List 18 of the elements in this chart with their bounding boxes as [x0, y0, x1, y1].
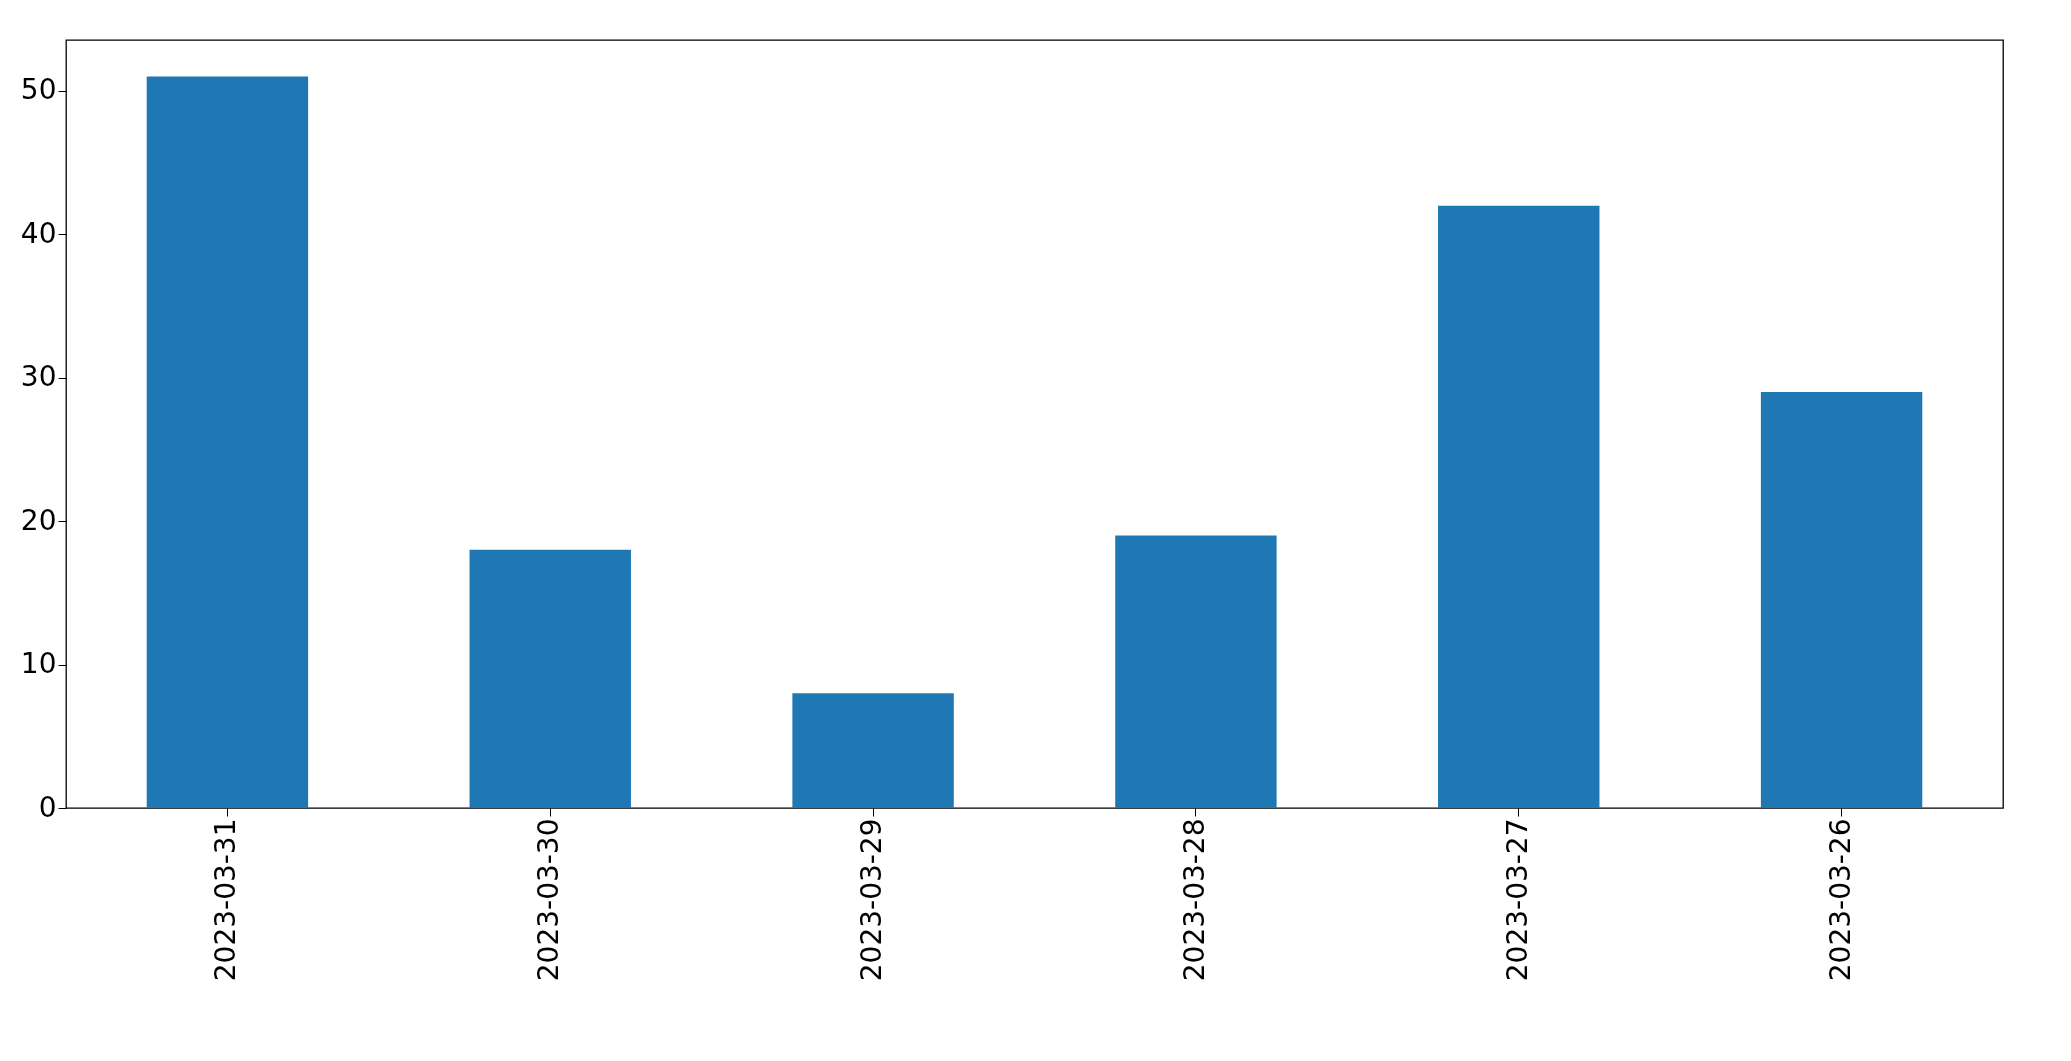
y-tick-label: 10 [20, 647, 57, 681]
x-tick-label: 2023-03-29 [855, 818, 889, 982]
bar [1760, 392, 1923, 808]
x-tick-label: 2023-03-28 [1177, 818, 1211, 982]
bar [1438, 205, 1600, 808]
bar [469, 549, 631, 808]
y-tick-label: 20 [20, 503, 57, 537]
x-tick-label: 2023-03-27 [1500, 818, 1534, 982]
bar [146, 76, 309, 808]
bar [792, 693, 954, 808]
y-tick-label: 40 [20, 216, 57, 250]
y-tick-label: 50 [20, 73, 57, 107]
bar [1115, 535, 1277, 808]
y-tick-label: 30 [20, 360, 57, 394]
x-tick-label: 2023-03-31 [209, 818, 243, 982]
x-tick-label: 2023-03-30 [532, 818, 566, 982]
y-tick-label: 0 [38, 790, 57, 824]
x-tick-label: 2023-03-26 [1823, 818, 1857, 982]
